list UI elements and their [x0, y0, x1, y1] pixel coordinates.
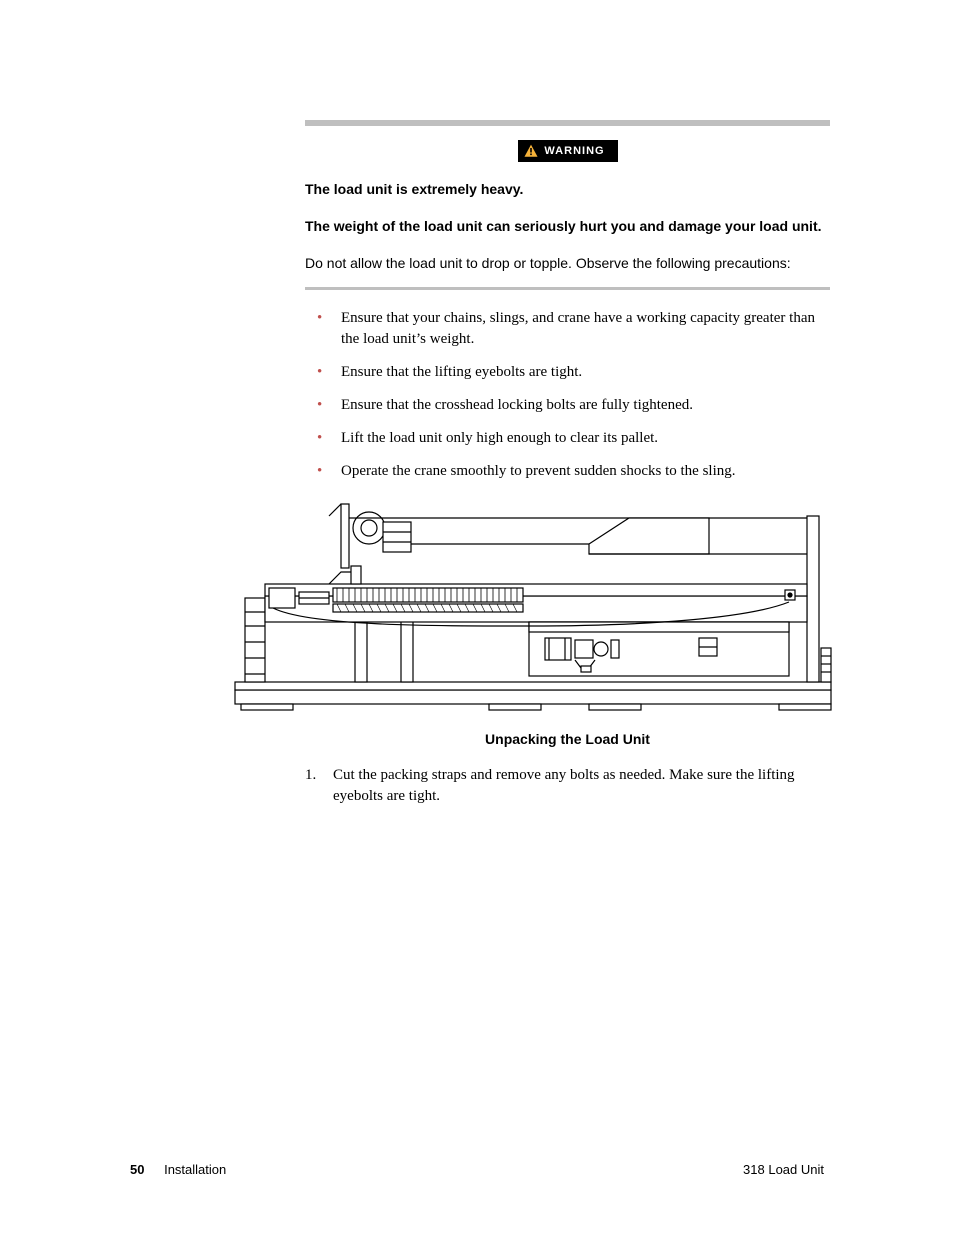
page-footer: 50 Installation 318 Load Unit	[130, 1162, 824, 1177]
list-item: Ensure that the crosshead locking bolts …	[305, 395, 830, 416]
warning-icon	[523, 143, 539, 159]
load-unit-diagram	[229, 498, 837, 713]
figure-load-unit	[229, 498, 837, 713]
warning-label: WARNING	[530, 145, 604, 157]
doc-title: 318 Load Unit	[743, 1162, 824, 1177]
warning-body: Do not allow the load unit to drop or to…	[305, 254, 830, 273]
section-name: Installation	[164, 1162, 226, 1177]
step-number: 1.	[305, 765, 316, 786]
figure-caption: Unpacking the Load Unit	[305, 731, 830, 747]
warning-heading-2: The weight of the load unit can seriousl…	[305, 217, 830, 236]
list-item: Ensure that the lifting eyebolts are tig…	[305, 362, 830, 383]
warning-heading-1: The load unit is extremely heavy.	[305, 180, 830, 199]
footer-left: 50 Installation	[130, 1162, 226, 1177]
step-text: Cut the packing straps and remove any bo…	[333, 767, 795, 804]
list-item: 1. Cut the packing straps and remove any…	[305, 765, 830, 807]
rule-thin	[305, 287, 830, 290]
list-item: Lift the load unit only high enough to c…	[305, 428, 830, 449]
warning-badge: WARNING	[518, 140, 618, 162]
steps-list: 1. Cut the packing straps and remove any…	[305, 765, 830, 807]
list-item: Operate the crane smoothly to prevent su…	[305, 461, 830, 482]
precautions-list: Ensure that your chains, slings, and cra…	[305, 308, 830, 482]
page: WARNING The load unit is extremely heavy…	[0, 0, 954, 1235]
page-number: 50	[130, 1162, 144, 1177]
list-item: Ensure that your chains, slings, and cra…	[305, 308, 830, 350]
rule-top	[305, 120, 830, 126]
content-column: WARNING The load unit is extremely heavy…	[305, 120, 830, 807]
